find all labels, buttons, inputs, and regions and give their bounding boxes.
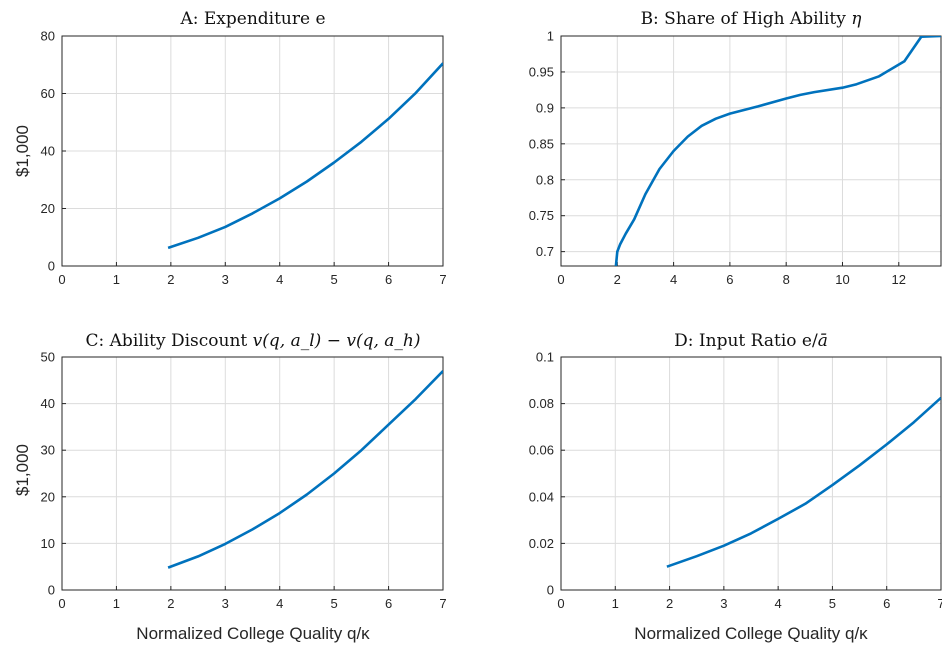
panel-d-ytick-label: 0	[547, 583, 554, 598]
panel-d-ytick-label: 0.08	[529, 396, 554, 411]
panel-c-axes-frame	[61, 356, 444, 591]
panel-b-xtick-label: 8	[783, 272, 790, 287]
panel-d-xtick-label: 6	[883, 596, 890, 611]
panel-a-ytick-label: 80	[41, 29, 55, 44]
panel-c-xtick-label: 7	[439, 596, 446, 611]
panel-b-xtick-label: 0	[557, 272, 564, 287]
panel-c-ytick-label: 0	[48, 583, 55, 598]
panel-b-ytick-label: 0.9	[536, 100, 554, 115]
panel-c-title: C: Ability Discount v(q, a_l) − v(q, a_h…	[86, 331, 421, 351]
panel-c-xtick-label: 3	[222, 596, 229, 611]
panel-a-xtick-label: 0	[58, 272, 65, 287]
panel-b-ytick-label: 0.7	[536, 244, 554, 259]
panel-c-title-text: C: Ability Discount	[86, 331, 253, 351]
panel-c-title-formula: v(q, a_l) − v(q, a_h)	[253, 331, 421, 351]
panel-d-title-text: D: Input Ratio e/	[674, 331, 818, 351]
panel-c-xtick-label: 1	[113, 596, 120, 611]
panel-c-ytick-label: 20	[41, 489, 55, 504]
panel-a-ytick-label: 40	[41, 144, 55, 159]
panel-a-ylabel: $1,000	[13, 125, 32, 177]
panel-a-axes-frame	[61, 35, 444, 267]
panel-c-xtick-label: 0	[58, 596, 65, 611]
panel-a-xtick-label: 4	[276, 272, 283, 287]
panel-b-ytick-label: 0.95	[529, 64, 554, 79]
panel-d-xtick-label: 3	[720, 596, 727, 611]
panel-b-ytick-label: 0.85	[529, 136, 554, 151]
panel-a-xtick-label: 6	[385, 272, 392, 287]
panel-d-xtick-label: 7	[937, 596, 942, 611]
panel-a-ytick-label: 0	[48, 259, 55, 274]
panel-d-ytick-label: 0.06	[529, 443, 554, 458]
panel-c-xlabel: Normalized College Quality q/κ	[136, 624, 370, 643]
panel-c-ytick-label: 30	[41, 443, 55, 458]
panel-b-plot: 0 2 4 6 8 10 12 0.7 0.75 0.8 0.85 0.9 0.95 1	[529, 29, 942, 287]
panel-c: C: Ability Discount v(q, a_l) − v(q, a_h…	[13, 331, 447, 643]
panel-a: A: Expenditure e 0 1 2 3 4 5 6 7 0 20 40 60 80 $1,00…	[13, 9, 447, 287]
panel-d-xlabel: Normalized College Quality q/κ	[634, 624, 868, 643]
panel-b-title-symbol: η	[851, 9, 862, 29]
panel-d: D: Input Ratio e/ā 0 1 2 3 4 5 6 7 0 0.02 0.04 0.06…	[529, 331, 942, 643]
panel-d-axes-frame	[560, 356, 942, 591]
panel-b-series-line	[614, 36, 941, 266]
panel-c-xtick-label: 4	[276, 596, 283, 611]
panel-d-plot: 0 1 2 3 4 5 6 7 0 0.02 0.04 0.06 0.08 0.1	[529, 350, 942, 612]
panel-c-plot: 0 1 2 3 4 5 6 7 0 10 20 30 40 50	[41, 350, 447, 612]
panel-a-title: A: Expenditure e	[179, 9, 325, 29]
panel-b-ytick-label: 1	[547, 29, 554, 44]
panel-a-xtick-label: 3	[222, 272, 229, 287]
panel-c-ytick-label: 50	[41, 350, 55, 365]
panel-d-xtick-label: 5	[829, 596, 836, 611]
panel-d-xtick-label: 1	[612, 596, 619, 611]
panel-b-ytick-label: 0.8	[536, 172, 554, 187]
panel-d-title-symbol: ā	[818, 331, 828, 351]
panel-c-xtick-label: 5	[331, 596, 338, 611]
panel-b-xtick-label: 4	[670, 272, 677, 287]
panel-a-series-line	[167, 62, 443, 250]
panel-a-ytick-label: 60	[41, 86, 55, 101]
panel-d-xtick-label: 4	[775, 596, 782, 611]
panel-d-title: D: Input Ratio e/ā	[674, 331, 828, 351]
panel-c-series-line	[167, 370, 443, 569]
panel-c-ylabel: $1,000	[13, 444, 32, 496]
panel-d-xtick-label: 2	[666, 596, 673, 611]
panel-c-ytick-label: 10	[41, 536, 55, 551]
panel-d-xtick-label: 0	[557, 596, 564, 611]
panel-b-axes-frame	[560, 35, 942, 267]
panel-a-xtick-label: 2	[167, 272, 174, 287]
panel-b-ytick-label: 0.75	[529, 208, 554, 223]
panel-b-title-text: B: Share of High Ability	[641, 9, 852, 29]
panel-a-xtick-label: 5	[331, 272, 338, 287]
panel-d-ytick-label: 0.02	[529, 536, 554, 551]
panel-a-xtick-label: 1	[113, 272, 120, 287]
panel-b-xtick-label: 2	[614, 272, 621, 287]
panel-b: B: Share of High Ability η 0 2 4 6 8 10 120.70…	[529, 9, 942, 287]
panel-b-title: B: Share of High Ability η	[641, 9, 863, 29]
panel-a-xtick-label: 7	[439, 272, 446, 287]
panel-d-ytick-label: 0.1	[536, 350, 554, 365]
panel-d-ytick-label: 0.04	[529, 489, 554, 504]
panel-d-series-line	[666, 396, 941, 568]
panel-a-plot: 0 1 2 3 4 5 6 7 0 20 40 60 80	[41, 29, 447, 288]
panel-c-xtick-label: 2	[167, 596, 174, 611]
panel-b-xtick-label: 12	[892, 272, 906, 287]
panel-c-ytick-label: 40	[41, 396, 55, 411]
panel-c-xtick-label: 6	[385, 596, 392, 611]
panel-b-xtick-label: 6	[726, 272, 733, 287]
panel-b-xtick-label: 10	[835, 272, 849, 287]
panel-a-ytick-label: 20	[41, 201, 55, 216]
